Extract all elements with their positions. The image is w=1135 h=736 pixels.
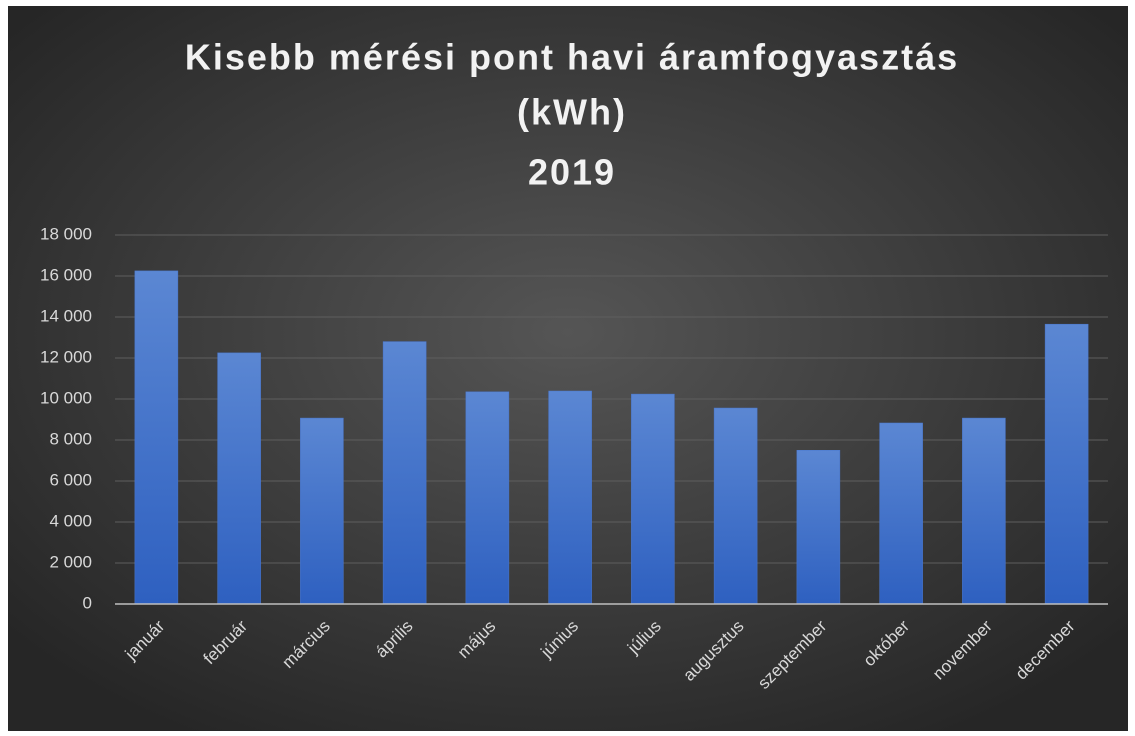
- y-tick-label: 14 000: [40, 306, 92, 325]
- y-tick-label: 12 000: [40, 347, 92, 366]
- chart-title: Kisebb mérési pont havi áramfogyasztás: [185, 37, 959, 78]
- bar: [879, 422, 923, 605]
- y-tick-label: 4 000: [49, 511, 92, 530]
- bar: [713, 407, 758, 605]
- y-tick-label: 18 000: [40, 224, 92, 243]
- chart-background: [8, 6, 1128, 731]
- bar: [962, 417, 1006, 605]
- chart-title: 2019: [528, 152, 616, 193]
- bar: [217, 352, 261, 605]
- bar: [796, 450, 841, 605]
- bar: [134, 270, 179, 605]
- chart-title: (kWh): [517, 92, 627, 133]
- bar: [548, 390, 592, 605]
- bar: [1044, 323, 1089, 605]
- bar: [465, 391, 510, 605]
- y-tick-label: 2 000: [49, 552, 92, 571]
- y-tick-label: 8 000: [49, 429, 92, 448]
- bar: [300, 417, 344, 605]
- y-tick-label: 6 000: [49, 470, 92, 489]
- bar: [382, 341, 427, 605]
- y-tick-label: 10 000: [40, 388, 92, 407]
- y-tick-label: 16 000: [40, 265, 92, 284]
- y-tick-label: 0: [83, 593, 92, 612]
- bar: [631, 393, 675, 605]
